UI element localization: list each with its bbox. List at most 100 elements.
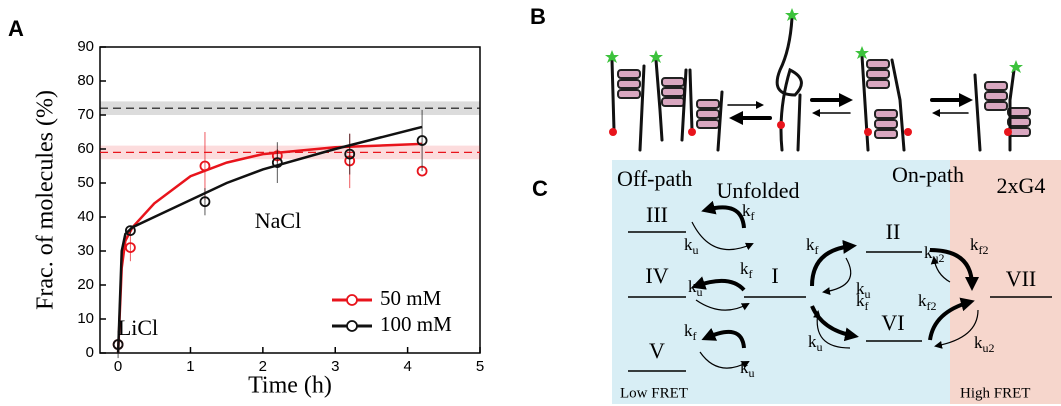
state-label: III bbox=[646, 202, 668, 227]
rate-symbol: k bbox=[688, 277, 697, 296]
state-label: VII bbox=[1006, 266, 1037, 291]
annotation: LiCl bbox=[118, 315, 158, 340]
y-tick-label: 60 bbox=[77, 140, 94, 157]
y-tick-label: 0 bbox=[86, 344, 94, 361]
data-point bbox=[199, 196, 211, 208]
rate-symbol: k bbox=[856, 279, 865, 298]
rate-subscript: u bbox=[697, 285, 703, 299]
y-tick-label: 90 bbox=[77, 38, 94, 55]
rate-label: ku bbox=[684, 235, 699, 257]
region-label: Off-path bbox=[617, 166, 692, 191]
y-tick-label: 50 bbox=[77, 174, 94, 191]
legend-label: 50 mM bbox=[380, 286, 442, 310]
state-label: IV bbox=[645, 263, 668, 288]
rate-label: ku2 bbox=[924, 243, 945, 265]
rate-symbol: k bbox=[684, 321, 693, 340]
x-tick-label: 3 bbox=[331, 358, 339, 375]
x-tick-label: 4 bbox=[403, 358, 411, 375]
x-tick-label: 5 bbox=[476, 358, 484, 375]
state-label: VI bbox=[881, 310, 904, 335]
data-point bbox=[199, 160, 211, 172]
x-tick-label: 0 bbox=[114, 358, 122, 375]
rate-subscript: f bbox=[865, 299, 869, 313]
rate-label: kf bbox=[856, 291, 869, 313]
rate-subscript: u bbox=[865, 287, 871, 301]
fit-curve bbox=[116, 125, 423, 354]
legend-marker bbox=[346, 320, 358, 332]
state-label: II bbox=[886, 219, 901, 244]
rate-label: kf2 bbox=[918, 291, 937, 313]
rate-label: kf bbox=[740, 259, 753, 281]
rate-symbol: k bbox=[970, 235, 979, 254]
legend-marker bbox=[346, 294, 358, 306]
fit-curve bbox=[116, 142, 423, 354]
rate-label: ku2 bbox=[974, 333, 995, 355]
panel-label: A bbox=[8, 16, 24, 41]
state-label: V bbox=[649, 338, 665, 363]
panel-label: C bbox=[532, 176, 548, 201]
y-tick-label: 20 bbox=[77, 276, 94, 293]
annotation: NaCl bbox=[255, 208, 301, 233]
rate-subscript: f bbox=[815, 243, 819, 257]
rate-label: kf2 bbox=[970, 235, 989, 257]
rate-subscript: u bbox=[693, 243, 699, 257]
y-tick-label: 10 bbox=[77, 310, 94, 327]
y-tick-label: 80 bbox=[77, 72, 94, 89]
panel-b-illustration bbox=[605, 8, 1031, 152]
rate-subscript: f2 bbox=[927, 299, 937, 313]
legend-label: 100 mM bbox=[380, 312, 452, 336]
data-point bbox=[271, 157, 283, 169]
region-label: Unfolded bbox=[716, 178, 799, 203]
y-tick-label: 30 bbox=[77, 242, 94, 259]
rate-subscript: u2 bbox=[933, 251, 945, 265]
y-tick-label: 40 bbox=[77, 208, 94, 225]
data-point bbox=[416, 135, 428, 146]
rate-subscript: f bbox=[749, 267, 753, 281]
x-axis-label: Time (h) bbox=[248, 373, 332, 399]
data-point bbox=[112, 339, 124, 350]
rate-label: kf bbox=[806, 235, 819, 257]
region-label: 2xG4 bbox=[997, 173, 1046, 198]
rate-label: ku bbox=[856, 279, 871, 301]
rate-label: ku bbox=[740, 358, 755, 380]
rate-subscript: f bbox=[693, 329, 697, 343]
rate-subscript: u bbox=[817, 340, 823, 354]
data-point bbox=[124, 225, 136, 237]
x-tick-label: 1 bbox=[186, 358, 194, 375]
rate-subscript: u2 bbox=[983, 341, 995, 355]
low-fret-region bbox=[612, 160, 950, 404]
region-label: On-path bbox=[892, 162, 964, 187]
rate-subscript: f bbox=[751, 209, 755, 223]
fret-label: Low FRET bbox=[620, 385, 688, 401]
rate-symbol: k bbox=[740, 259, 749, 278]
rate-symbol: k bbox=[740, 358, 749, 377]
x-tick-label: 2 bbox=[259, 358, 267, 375]
rate-symbol: k bbox=[918, 291, 927, 310]
rate-subscript: f2 bbox=[979, 243, 989, 257]
rate-symbol: k bbox=[742, 201, 751, 220]
rate-symbol: k bbox=[924, 243, 933, 262]
fret-label: High FRET bbox=[960, 385, 1030, 401]
rate-label: kf bbox=[742, 201, 755, 223]
rate-arrows bbox=[691, 200, 979, 369]
y-axis-label: Frac. of molecules (%) bbox=[33, 90, 59, 310]
rate-symbol: k bbox=[856, 291, 865, 310]
rate-subscript: u bbox=[749, 366, 755, 380]
panel-label: B bbox=[530, 4, 546, 29]
rate-label: kf bbox=[684, 321, 697, 343]
data-point bbox=[344, 148, 356, 160]
rate-symbol: k bbox=[808, 332, 817, 351]
y-tick-label: 70 bbox=[77, 106, 94, 123]
rate-symbol: k bbox=[684, 235, 693, 254]
rate-label: ku bbox=[688, 277, 703, 299]
plot-frame bbox=[99, 46, 481, 354]
rate-label: ku bbox=[808, 332, 823, 354]
data-point bbox=[124, 242, 136, 254]
state-levels bbox=[628, 231, 1052, 372]
rate-symbol: k bbox=[806, 235, 815, 254]
state-label: I bbox=[771, 263, 778, 288]
rate-symbol: k bbox=[974, 333, 983, 352]
